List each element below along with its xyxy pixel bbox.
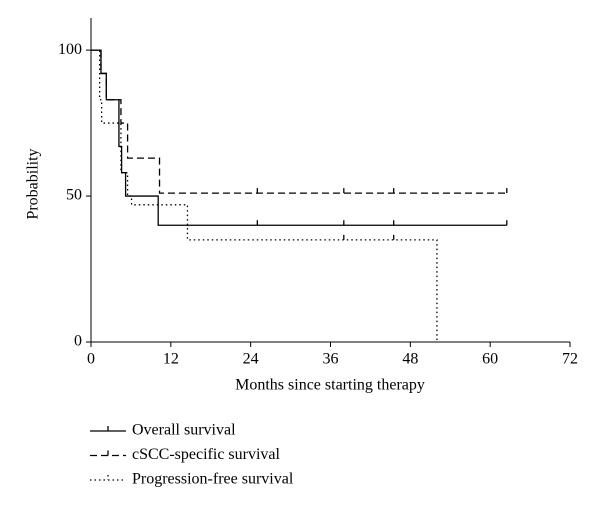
survival-curve [91,49,438,342]
y-tick-label: 100 [58,41,82,58]
legend-label: cSCC-specific survival [132,446,281,463]
survival-curve [91,49,507,194]
x-tick-label: 48 [402,351,418,368]
x-tick-label: 36 [323,351,339,368]
x-axis-label: Months since starting therapy [235,377,425,394]
survival-curve [91,49,507,226]
legend-line [90,475,126,481]
x-tick-label: 24 [243,351,259,368]
legend-label: Progression-free survival [132,471,294,488]
x-tick-label: 60 [482,351,498,368]
legend-line [90,426,126,432]
legend-label: Overall survival [132,422,236,439]
x-tick-label: 72 [562,351,578,368]
x-tick-label: 12 [163,351,179,368]
y-tick-label: 50 [66,187,82,204]
y-tick-label: 0 [74,333,82,350]
y-axis-label: Probability [25,148,42,219]
x-tick-label: 0 [87,351,95,368]
legend-line [90,450,126,457]
